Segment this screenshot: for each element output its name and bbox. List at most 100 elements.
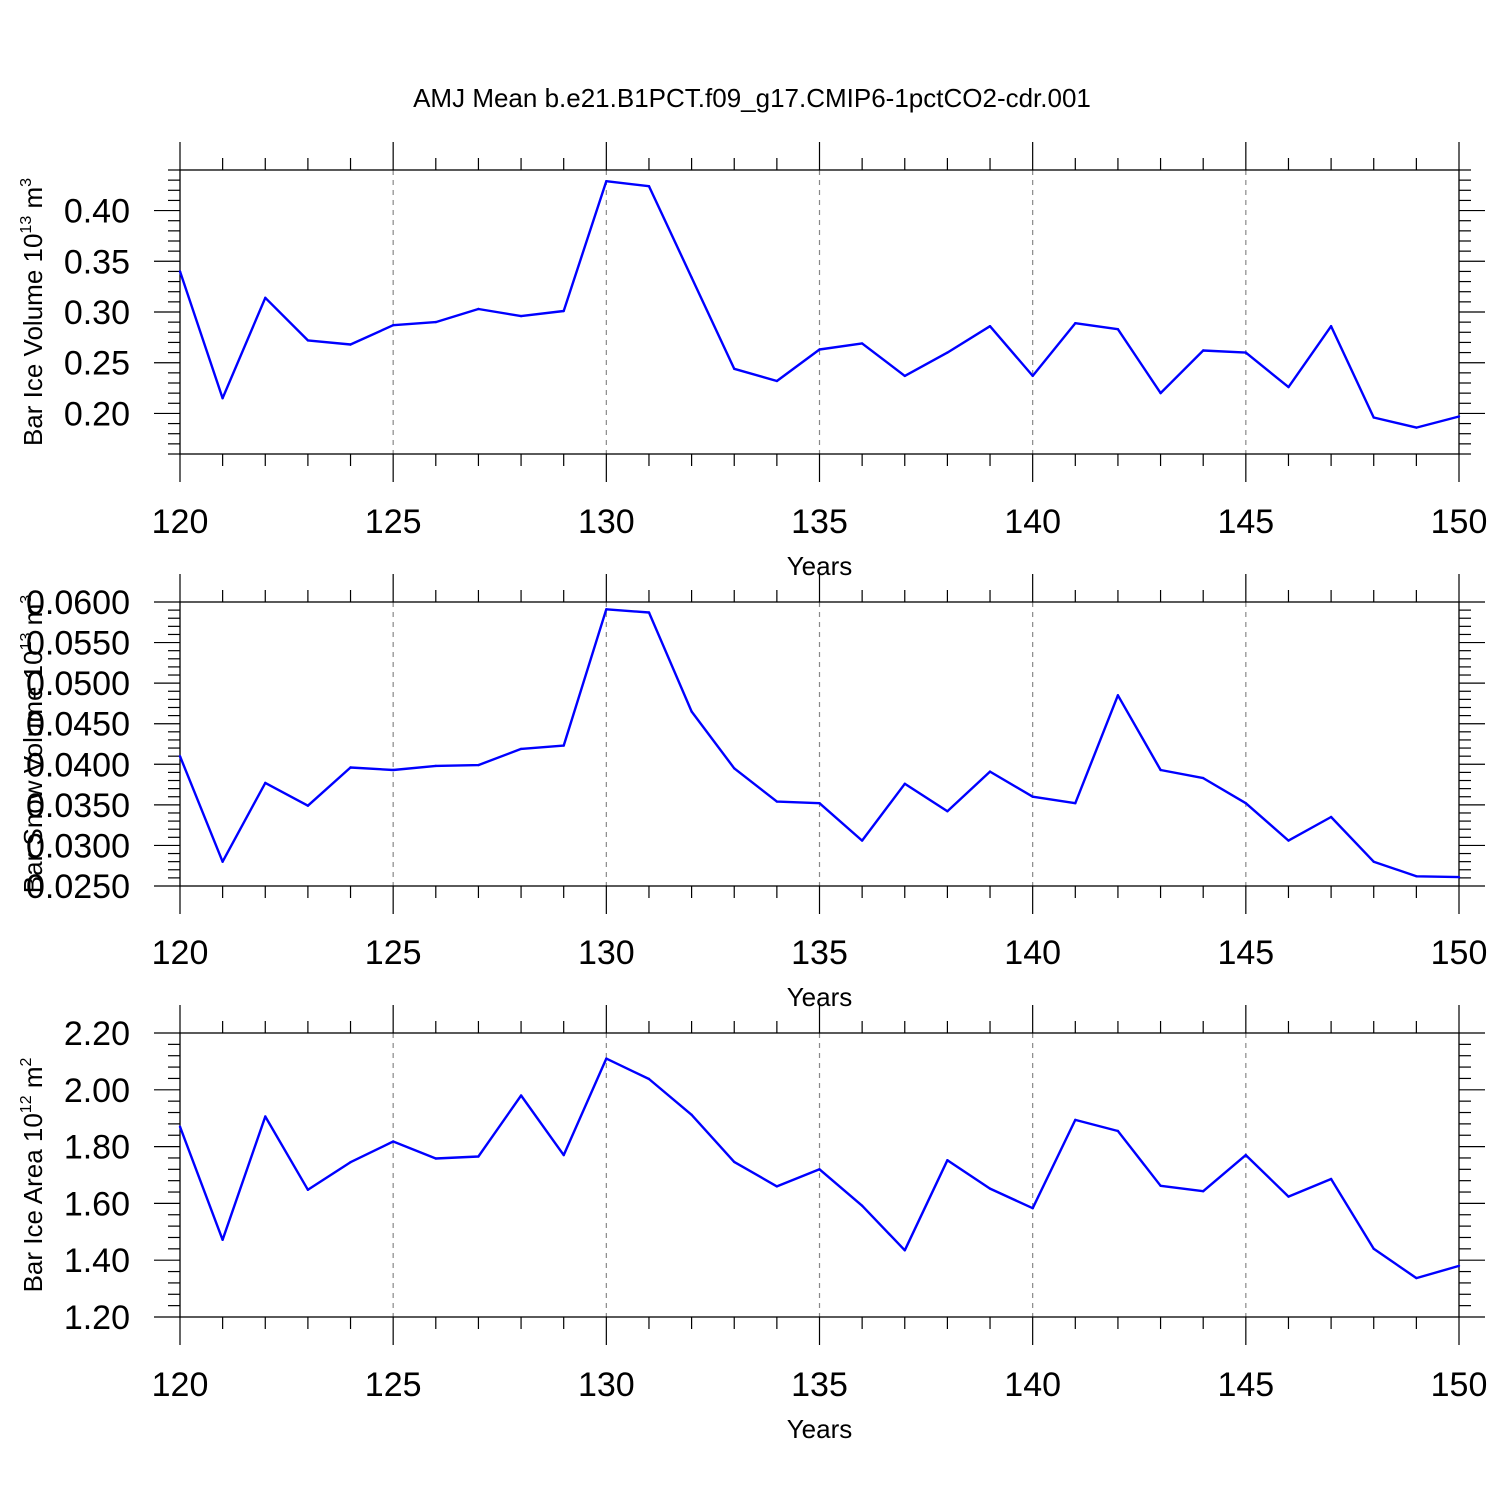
data-point bbox=[1074, 802, 1077, 805]
data-point bbox=[1457, 875, 1461, 879]
x-tick-label: 135 bbox=[791, 1366, 848, 1404]
y-axis-label-exponent: 13 bbox=[18, 216, 35, 234]
y-tick-label: 1.40 bbox=[64, 1242, 130, 1280]
data-point bbox=[562, 1153, 565, 1157]
data-point bbox=[1159, 1184, 1162, 1188]
data-point bbox=[903, 374, 906, 378]
data-point bbox=[1415, 1276, 1418, 1280]
y-tick-label: 0.30 bbox=[64, 294, 130, 332]
y-axis-label: Bar Snow Volume 1013 m3 bbox=[18, 595, 48, 894]
data-point bbox=[946, 810, 949, 813]
x-tick-label: 120 bbox=[152, 1366, 209, 1404]
y-tick-label: 0.40 bbox=[64, 193, 130, 231]
data-point bbox=[690, 710, 693, 713]
data-point bbox=[1159, 768, 1162, 772]
x-tick-label: 130 bbox=[578, 934, 635, 972]
y-axis-label: Bar Ice Volume 1013 m3 bbox=[18, 178, 48, 446]
y-tick-label: 2.00 bbox=[64, 1072, 130, 1110]
panel-1: 120 125 130 135 140 145 150Years0.200.250.300.… bbox=[18, 142, 1487, 581]
x-axis-label: Years bbox=[787, 1414, 853, 1444]
x-tick-label: 140 bbox=[1004, 503, 1061, 541]
x-tick-label: 140 bbox=[1004, 1366, 1061, 1404]
y-axis-label-exponent: 12 bbox=[18, 1095, 35, 1113]
y-axis-label: Bar Ice Area 1012 m2 bbox=[18, 1057, 48, 1292]
data-point bbox=[349, 766, 352, 769]
y-axis-label-unit-exponent: 3 bbox=[18, 595, 35, 604]
y-axis-label-unit: m bbox=[18, 1066, 48, 1095]
x-tick-label: 120 bbox=[152, 934, 209, 972]
data-point bbox=[775, 379, 779, 383]
panel-2: 120 125 130 135 140 145 150Years0.02500.03000.… bbox=[18, 574, 1487, 1012]
data-point bbox=[1031, 795, 1034, 798]
data-point bbox=[1031, 374, 1034, 378]
data-point bbox=[1329, 325, 1333, 328]
x-tick-label: 150 bbox=[1431, 934, 1488, 972]
x-tick-label: 135 bbox=[791, 934, 848, 972]
data-point bbox=[690, 276, 693, 279]
y-tick-label: 0.0600 bbox=[26, 584, 130, 622]
y-tick-label: 0.0500 bbox=[26, 665, 130, 703]
y-tick-label: 1.60 bbox=[64, 1185, 130, 1223]
data-point bbox=[946, 1159, 949, 1162]
x-tick-label: 125 bbox=[365, 503, 422, 541]
data-point bbox=[1116, 694, 1120, 697]
data-point bbox=[306, 1188, 310, 1192]
data-point bbox=[264, 296, 267, 299]
y-axis-label-text: Bar Snow Volume 10 bbox=[18, 650, 48, 893]
data-point bbox=[860, 839, 864, 842]
data-point bbox=[1244, 802, 1248, 805]
data-point bbox=[519, 747, 523, 751]
data-point bbox=[519, 1094, 523, 1097]
data-point bbox=[178, 755, 182, 758]
data-point bbox=[818, 348, 821, 351]
x-tick-label: 125 bbox=[365, 1366, 422, 1404]
data-point bbox=[775, 1185, 779, 1188]
data-point bbox=[1457, 415, 1461, 418]
y-axis-label-unit-exponent: 3 bbox=[18, 178, 35, 187]
figure-title: AMJ Mean b.e21.B1PCT.f09_g17.CMIP6-1pctC… bbox=[413, 83, 1091, 113]
data-point bbox=[1287, 385, 1290, 389]
y-axis-label-unit: m bbox=[18, 604, 48, 633]
data-point bbox=[1287, 839, 1290, 842]
x-tick-label: 145 bbox=[1217, 1366, 1274, 1404]
y-tick-label: 0.0400 bbox=[26, 746, 130, 784]
data-point bbox=[562, 744, 565, 747]
y-tick-label: 1.20 bbox=[64, 1299, 130, 1337]
data-point bbox=[264, 1115, 267, 1118]
data-point bbox=[690, 1113, 693, 1117]
data-point bbox=[306, 339, 310, 342]
data-point bbox=[477, 1155, 480, 1158]
data-point bbox=[1415, 426, 1418, 429]
x-tick-label: 150 bbox=[1431, 1366, 1488, 1404]
panel-3: 120 125 130 135 140 145 150 Years 1.20 1.40 1.60 1.… bbox=[18, 1005, 1487, 1444]
data-point bbox=[434, 320, 437, 324]
data-point bbox=[818, 1168, 821, 1171]
data-point bbox=[988, 770, 992, 773]
data-point bbox=[1372, 1247, 1375, 1251]
data-point bbox=[1329, 815, 1333, 819]
data-point bbox=[434, 1157, 437, 1160]
data-point bbox=[221, 860, 224, 863]
y-axis-label-text: Bar Ice Volume 10 bbox=[18, 234, 48, 446]
data-point bbox=[1074, 322, 1077, 325]
data-point bbox=[775, 800, 779, 803]
data-point bbox=[178, 270, 182, 273]
data-point bbox=[1372, 416, 1375, 419]
x-tick-label: 145 bbox=[1217, 503, 1274, 541]
data-point bbox=[818, 802, 821, 805]
data-point bbox=[1202, 776, 1205, 780]
data-point bbox=[605, 608, 608, 611]
data-point bbox=[1202, 349, 1205, 352]
data-point bbox=[349, 343, 352, 346]
data-point bbox=[349, 1161, 352, 1164]
data-point bbox=[264, 781, 267, 785]
y-axis-label-exponent: 13 bbox=[18, 632, 35, 650]
data-point bbox=[1031, 1207, 1034, 1210]
data-point bbox=[392, 324, 395, 327]
data-point bbox=[733, 367, 736, 370]
data-point bbox=[647, 185, 651, 188]
y-tick-label: 0.0250 bbox=[26, 868, 130, 906]
data-point bbox=[1372, 860, 1375, 863]
data-point bbox=[221, 397, 224, 400]
data-point bbox=[1116, 328, 1120, 331]
